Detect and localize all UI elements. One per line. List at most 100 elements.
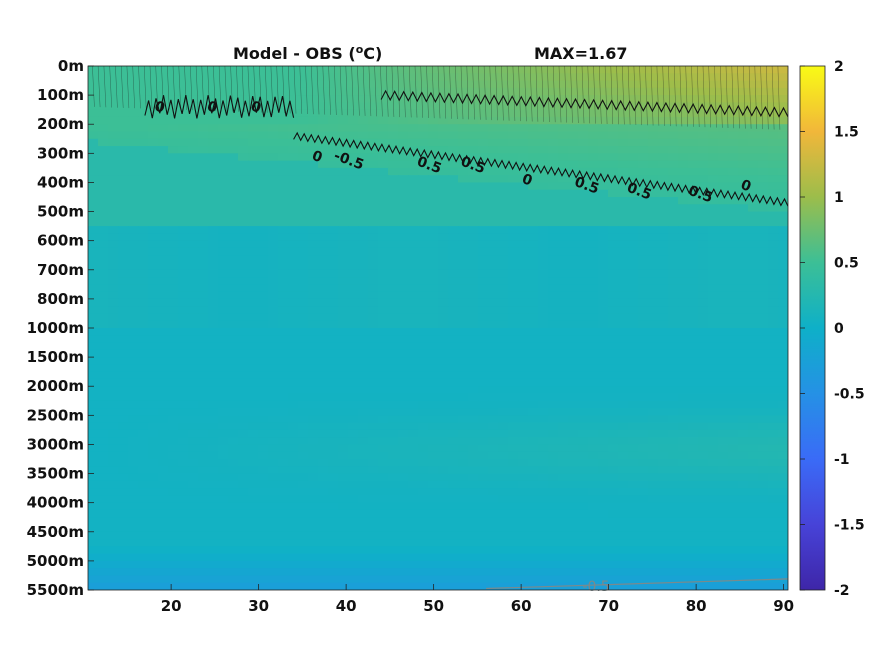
heatmap-cell — [128, 480, 139, 489]
heatmap-cell — [348, 488, 359, 496]
heatmap-cell — [728, 277, 739, 285]
heatmap-cell — [578, 291, 589, 300]
heatmap-cell — [568, 95, 579, 103]
heatmap-cell — [458, 226, 469, 234]
heatmap-cell — [178, 146, 189, 154]
heatmap-cell — [768, 371, 779, 380]
heatmap-cell — [648, 262, 659, 271]
heatmap-cell — [538, 262, 549, 271]
heatmap-cell — [718, 575, 729, 584]
heatmap-cell — [528, 73, 539, 82]
heatmap-cell — [148, 211, 159, 220]
heatmap-cell — [538, 422, 549, 431]
heatmap-cell — [98, 87, 109, 96]
heatmap-cell — [368, 73, 379, 82]
heatmap-cell — [608, 560, 619, 569]
heatmap-cell — [398, 480, 409, 489]
heatmap-cell — [138, 415, 149, 424]
heatmap-cell — [618, 320, 629, 329]
heatmap-cell — [578, 240, 589, 249]
heatmap-cell — [108, 408, 119, 416]
heatmap-cell — [598, 320, 609, 329]
heatmap-cell — [588, 87, 599, 96]
heatmap-cell — [658, 146, 669, 154]
heatmap-cell — [648, 320, 659, 329]
heatmap-cell — [108, 488, 119, 496]
heatmap-cell — [568, 444, 579, 453]
heatmap-cell — [488, 371, 499, 380]
heatmap-cell — [288, 138, 299, 147]
heatmap-cell — [778, 422, 788, 431]
heatmap-cell — [108, 502, 119, 511]
heatmap-cell — [278, 182, 289, 191]
heatmap-cell — [728, 73, 739, 82]
heatmap-cell — [98, 153, 109, 162]
heatmap-cell — [218, 226, 229, 234]
heatmap-cell — [378, 262, 389, 271]
heatmap-cell — [508, 124, 519, 133]
heatmap-cell — [718, 277, 729, 285]
heatmap-cell — [588, 284, 599, 293]
heatmap-cell — [168, 393, 179, 402]
heatmap-cell — [538, 473, 549, 482]
heatmap-cell — [328, 160, 339, 169]
heatmap-cell — [398, 422, 409, 431]
heatmap-cell — [688, 175, 699, 184]
heatmap-cell — [648, 313, 659, 322]
heatmap-cell — [208, 204, 219, 213]
heatmap-cell — [248, 342, 259, 351]
heatmap-cell — [448, 349, 459, 358]
heatmap-cell — [758, 131, 769, 140]
heatmap-cell — [388, 349, 399, 358]
heatmap-cell — [158, 95, 169, 103]
heatmap-cell — [658, 444, 669, 453]
heatmap-cell — [368, 342, 379, 351]
heatmap-cell — [268, 167, 279, 176]
heatmap-cell — [358, 102, 369, 111]
heatmap-cell — [118, 335, 129, 344]
heatmap-cell — [738, 233, 749, 242]
heatmap-cell — [308, 342, 319, 351]
heatmap-cell — [768, 66, 779, 74]
heatmap-cell — [168, 451, 179, 460]
heatmap-cell — [278, 349, 289, 358]
heatmap-cell — [528, 298, 539, 307]
heatmap-cell — [168, 175, 179, 184]
heatmap-cell — [438, 255, 449, 264]
heatmap-cell — [418, 146, 429, 154]
heatmap-cell — [338, 553, 349, 562]
heatmap-cell — [628, 298, 639, 307]
heatmap-cell — [588, 247, 599, 256]
heatmap-cell — [248, 291, 259, 300]
heatmap-cell — [648, 444, 659, 453]
heatmap-cell — [118, 124, 129, 133]
heatmap-cell — [198, 124, 209, 133]
heatmap-cell — [268, 262, 279, 271]
heatmap-cell — [688, 335, 699, 344]
heatmap-cell — [238, 66, 249, 74]
heatmap-cell — [408, 408, 419, 416]
heatmap-cell — [478, 87, 489, 96]
heatmap-cell — [728, 284, 739, 293]
heatmap-cell — [138, 444, 149, 453]
heatmap-cell — [618, 546, 629, 555]
heatmap-cell — [468, 560, 479, 569]
heatmap-cell — [168, 349, 179, 358]
heatmap-cell — [738, 80, 749, 89]
heatmap-cell — [268, 371, 279, 380]
heatmap-cell — [658, 400, 669, 409]
heatmap-cell — [288, 167, 299, 176]
heatmap-cell — [118, 364, 129, 373]
heatmap-cell — [758, 298, 769, 307]
heatmap-cell — [608, 357, 619, 365]
heatmap-cell — [538, 393, 549, 402]
heatmap-cell — [768, 444, 779, 453]
heatmap-cell — [448, 247, 459, 256]
heatmap-cell — [538, 575, 549, 584]
heatmap-cell — [448, 146, 459, 154]
heatmap-cell — [668, 386, 679, 395]
heatmap-cell — [188, 320, 199, 329]
heatmap-cell — [238, 284, 249, 293]
heatmap-cell — [558, 459, 569, 467]
heatmap-cell — [538, 531, 549, 540]
